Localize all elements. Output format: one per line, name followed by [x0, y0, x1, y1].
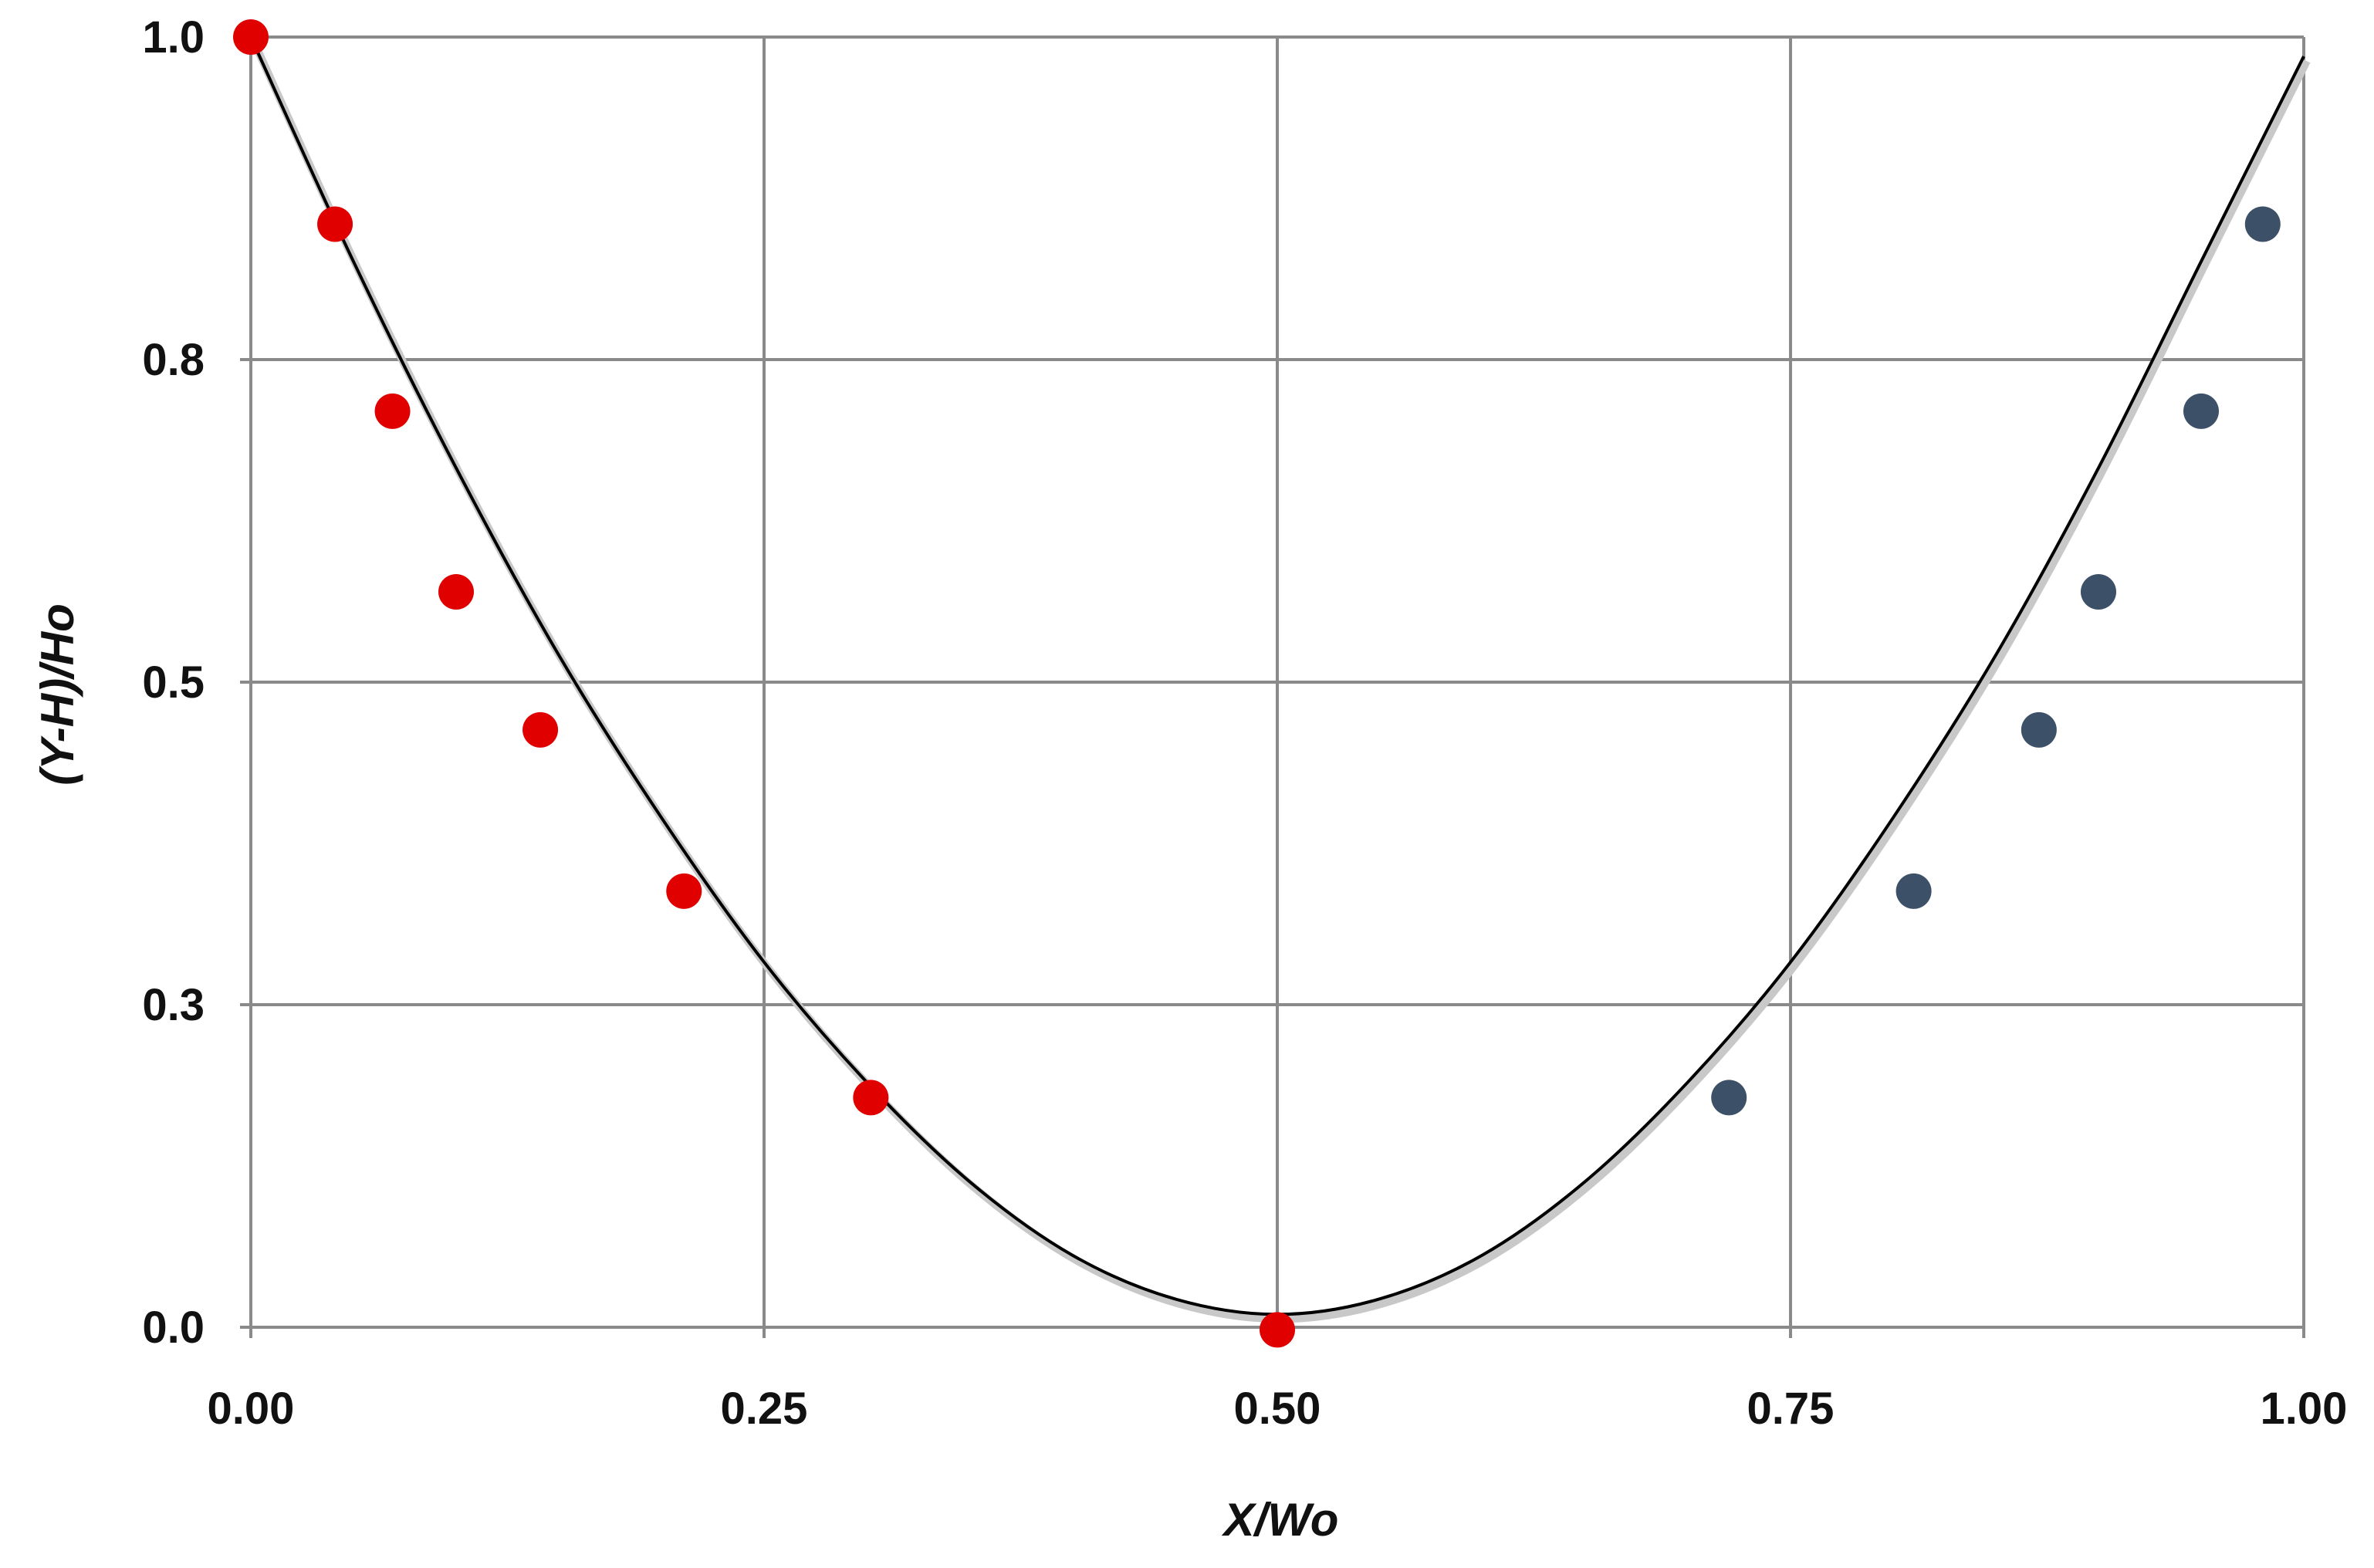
data-point: [2183, 393, 2219, 429]
y-tick-label: 0.3: [142, 980, 205, 1030]
y-tick-label: 0.5: [142, 657, 205, 708]
data-point: [666, 873, 702, 909]
tick-labels: 0.00 0.25 0.50 0.75 1.00 0.0 0.3 0.5 0.8 1.0: [142, 12, 2347, 1434]
data-point: [1711, 1080, 1747, 1116]
data-points: [233, 19, 2281, 1348]
data-point: [233, 19, 269, 55]
y-tick-label: 0.8: [142, 335, 205, 385]
x-tick-label: 0.25: [721, 1384, 808, 1434]
y-axis-title: (Y-H)/Ho: [32, 603, 83, 786]
data-point: [1260, 1312, 1295, 1348]
data-point: [2244, 206, 2281, 242]
data-point: [317, 206, 353, 242]
y-tick-label: 1.0: [142, 12, 205, 63]
data-point: [438, 573, 474, 610]
data-point: [2021, 711, 2057, 748]
y-tick-label: 0.0: [142, 1303, 205, 1353]
data-point: [1895, 873, 1932, 909]
x-tick-label: 0.75: [1747, 1384, 1835, 1434]
x-tick-label: 1.00: [2261, 1384, 2348, 1434]
data-point: [374, 393, 411, 429]
data-point: [2081, 573, 2116, 610]
data-point: [522, 711, 559, 748]
data-point: [853, 1080, 889, 1116]
x-tick-label: 0.00: [208, 1384, 295, 1434]
x-tick-label: 0.50: [1234, 1384, 1321, 1434]
x-axis-title: X/Wo: [1222, 1494, 1339, 1546]
